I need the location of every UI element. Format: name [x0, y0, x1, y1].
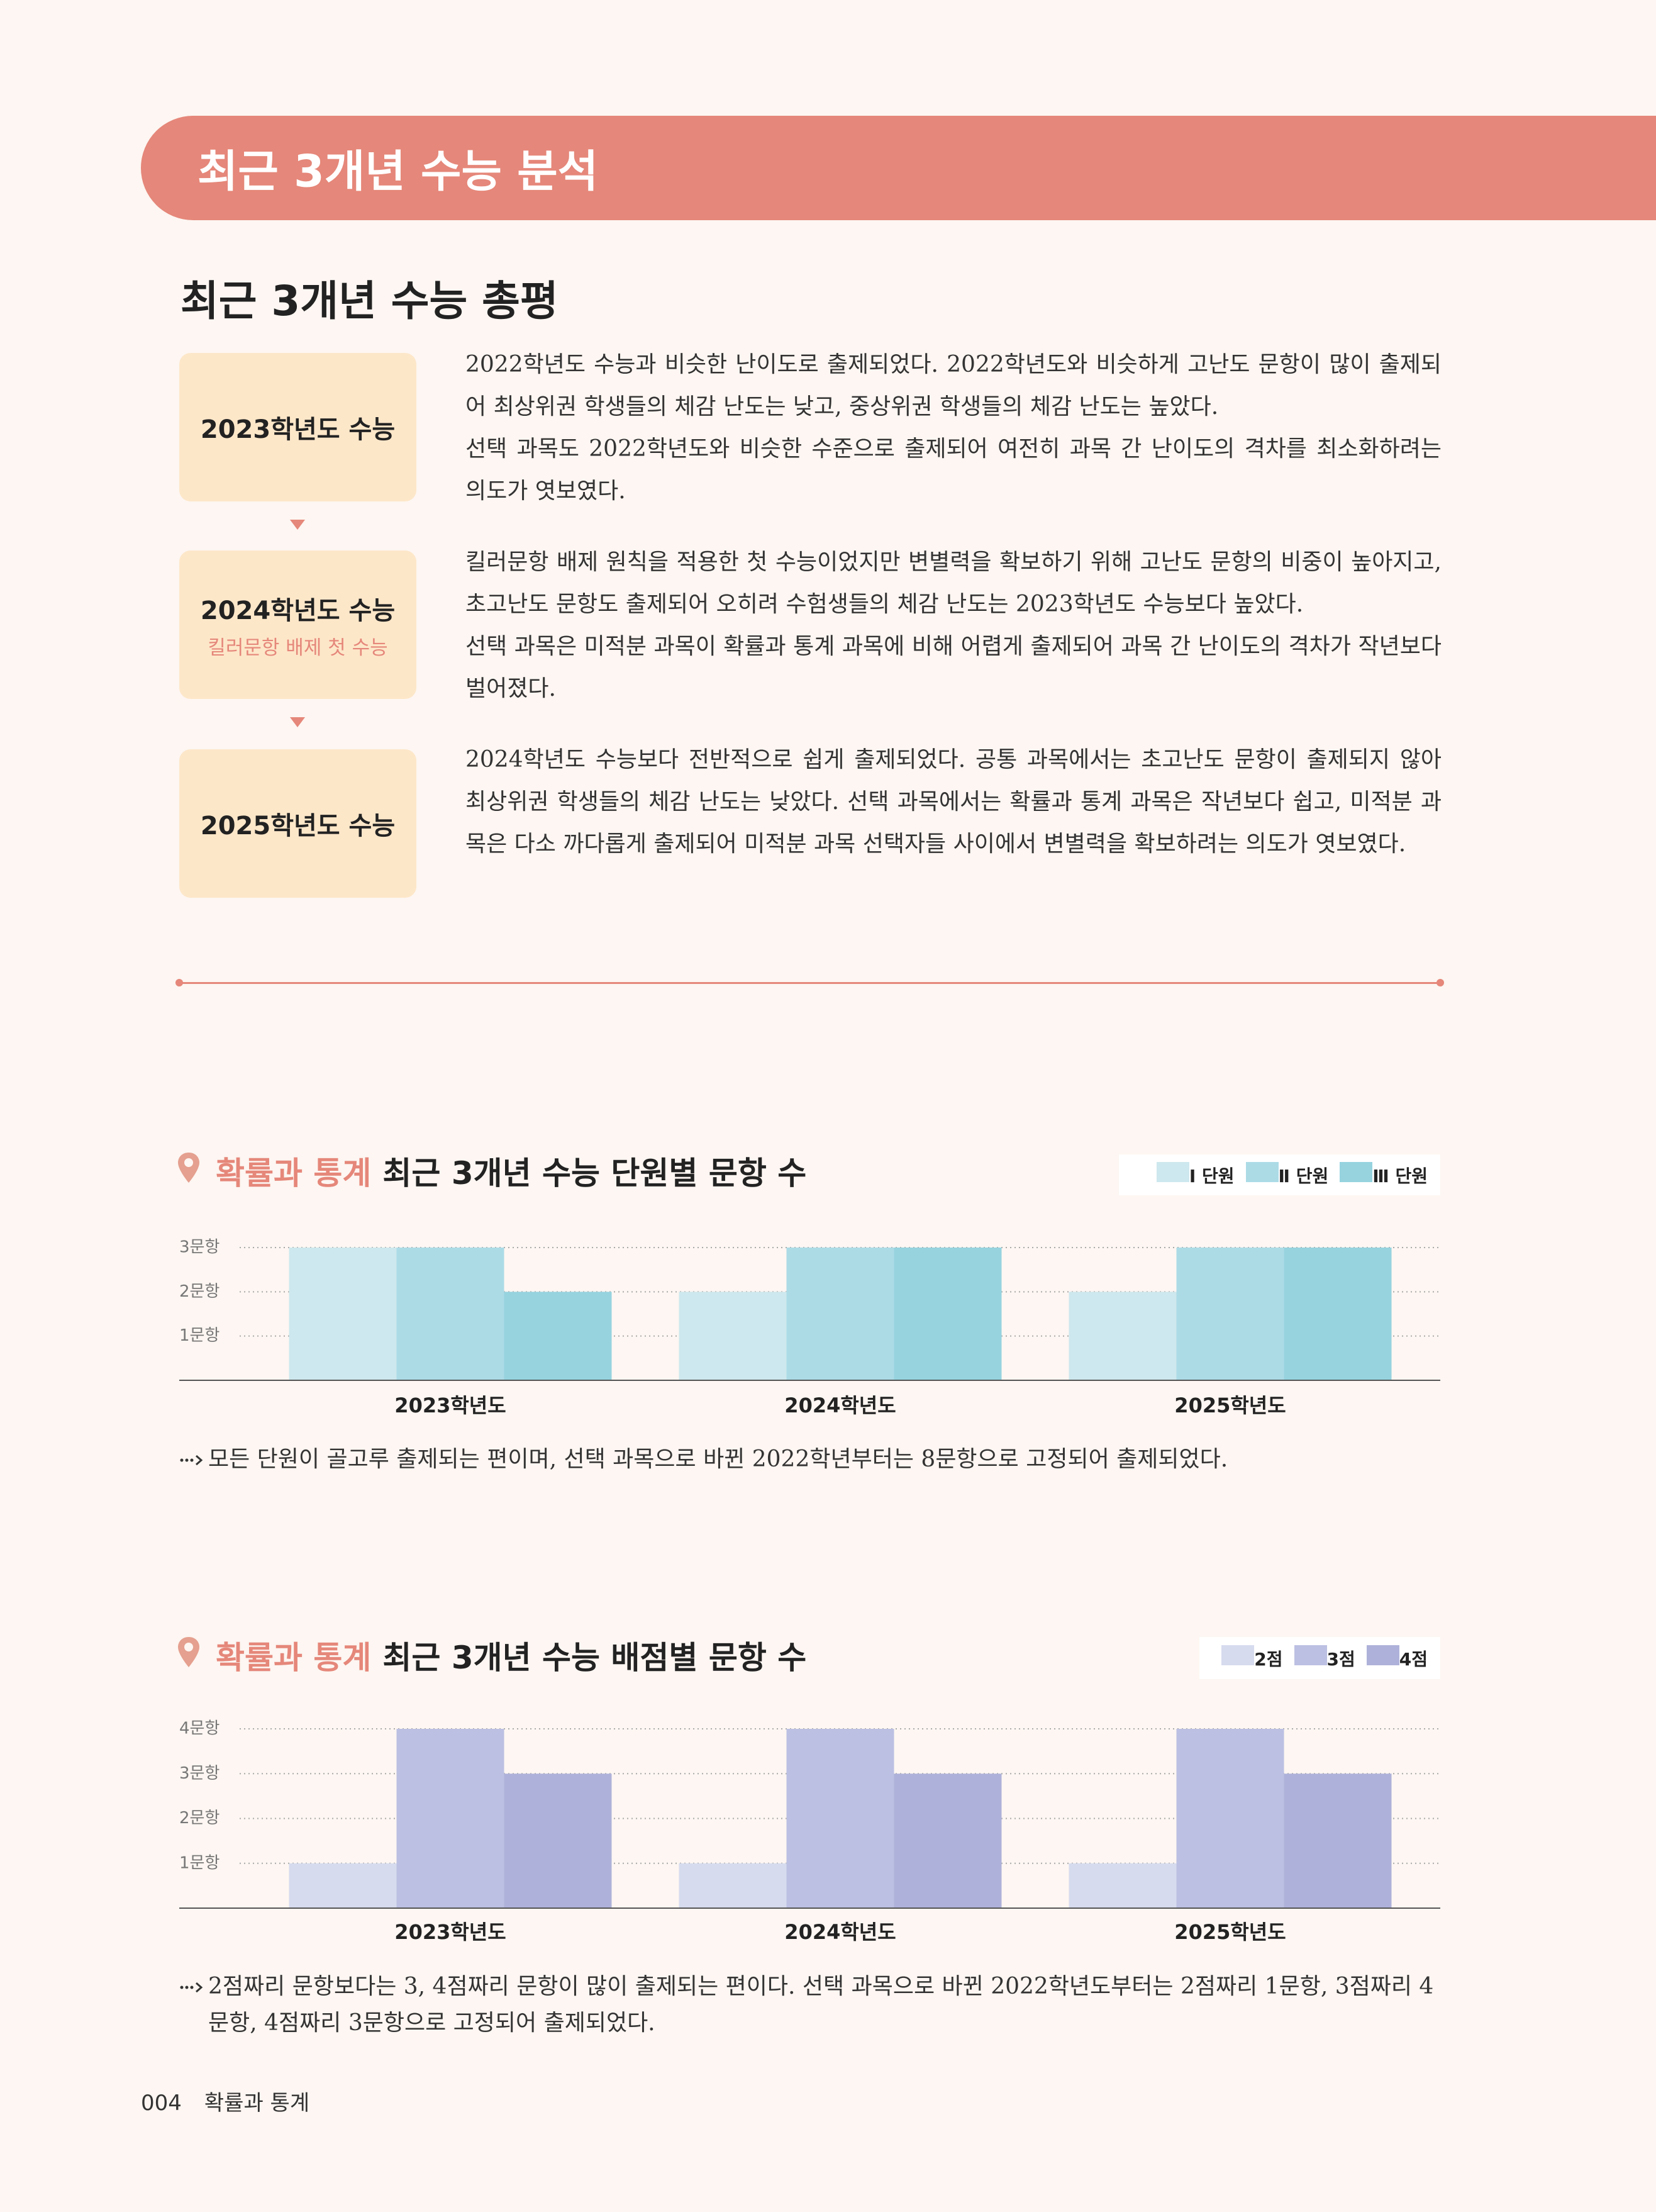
legend-item: 4점	[1366, 1645, 1428, 1671]
bar	[1069, 1292, 1177, 1380]
legend: 2점 3점 4점	[1199, 1637, 1440, 1679]
section-title: 최근 3개년 수능 총평	[181, 277, 558, 325]
note-icon	[180, 1982, 203, 1993]
x-tick-label: 2025학년도	[1174, 1394, 1286, 1417]
paragraph: 2024학년도 수능보다 전반적으로 쉽게 출제되었다. 공통 과목에서는 초고…	[465, 739, 1442, 865]
legend-item: 2점	[1221, 1645, 1283, 1671]
footer: 004 확률과 통계	[141, 2086, 309, 2116]
bar	[894, 1248, 1002, 1380]
x-tick-label: 2024학년도	[784, 1920, 896, 1944]
banner-title: 최근 3개년 수능 분석	[197, 145, 599, 198]
year-box: 2025학년도 수능	[179, 749, 416, 898]
x-tick-label: 2024학년도	[784, 1394, 896, 1417]
y-tick-label: 1문항	[179, 1326, 220, 1345]
bar	[786, 1729, 894, 1908]
chart-note: 2점짜리 문항보다는 3, 4점짜리 문항이 많이 출제되는 편이다. 선택 과…	[179, 1969, 1443, 2042]
legend-label: Ⅱ 단원	[1278, 1166, 1329, 1187]
legend-item: 3점	[1294, 1645, 1355, 1671]
bar	[679, 1863, 787, 1908]
paragraph: 2022학년도 수능과 비슷한 난이도로 출제되었다. 2022학년도와 비슷하…	[465, 344, 1442, 512]
note-text: 모든 단원이 골고루 출제되는 편이며, 선택 과목으로 바뀐 2022학년부터…	[208, 1446, 1228, 1472]
legend-swatch	[1245, 1162, 1279, 1182]
note-icon	[180, 1455, 203, 1466]
paragraph: 킬러문항 배제 원칙을 적용한 첫 수능이었지만 변별력을 확보하기 위해 고난…	[465, 541, 1442, 710]
arrow	[290, 520, 305, 530]
text: 선택 과목은 미적분 과목이 확률과 통계 과목에 비해 어렵게 출제되어 과목…	[465, 634, 1442, 701]
banner: 최근 3개년 수능 분석	[141, 116, 1656, 220]
legend-item: Ⅰ 단원	[1156, 1162, 1235, 1188]
legend-label: 2점	[1254, 1649, 1283, 1670]
y-tick-label: 2문항	[179, 1282, 220, 1301]
text: 선택 과목도 2022학년도와 비슷한 수준으로 출제되어 여전히 과목 간 난…	[465, 436, 1442, 504]
x-tick-label: 2023학년도	[394, 1394, 506, 1417]
chart: 1문항 2문항 3문항 2023학년도 2024학년도 2025학년도	[179, 1238, 1440, 1417]
divider	[179, 982, 1440, 984]
bar	[289, 1863, 397, 1908]
pin-icon	[178, 1637, 199, 1667]
year-label: 2025학년도 수능	[200, 812, 396, 841]
arrow	[290, 717, 305, 727]
bar	[786, 1248, 894, 1380]
divider-dot	[1436, 979, 1444, 986]
x-tick-label: 2023학년도	[394, 1920, 506, 1944]
legend-item: Ⅱ 단원	[1245, 1162, 1329, 1188]
chart-note: 모든 단원이 골고루 출제되는 편이며, 선택 과목으로 바뀐 2022학년부터…	[179, 1441, 1443, 1478]
year-label: 2023학년도 수능	[200, 415, 396, 444]
legend-label: Ⅰ 단원	[1189, 1166, 1235, 1187]
divider-dot	[175, 979, 183, 986]
bar	[1284, 1774, 1392, 1908]
title-highlight: 확률과 통계	[216, 1155, 372, 1192]
bar	[396, 1729, 504, 1908]
text: 킬러문항 배제 원칙을 적용한 첫 수능이었지만 변별력을 확보하기 위해 고난…	[465, 549, 1442, 617]
bar	[1284, 1248, 1392, 1380]
bar	[504, 1292, 612, 1380]
bar	[1069, 1863, 1177, 1908]
page-number: 004	[141, 2091, 182, 2116]
legend: Ⅰ 단원 Ⅱ 단원 Ⅲ 단원	[1119, 1154, 1440, 1195]
footer-label: 확률과 통계	[204, 2091, 310, 2116]
pin-icon	[178, 1153, 199, 1183]
legend-swatch	[1156, 1162, 1189, 1182]
title-text: 최근 3개년 수능 배점별 문항 수	[382, 1639, 807, 1676]
note-text: 2점짜리 문항보다는 3, 4점짜리 문항이 많이 출제되는 편이다. 선택 과…	[208, 1974, 1434, 2036]
legend-item: Ⅲ 단원	[1340, 1162, 1428, 1188]
bar	[1176, 1729, 1284, 1908]
legend-swatch	[1366, 1645, 1399, 1665]
bar	[894, 1774, 1002, 1908]
bar	[504, 1774, 612, 1908]
y-tick-label: 3문항	[179, 1764, 220, 1783]
year-sublabel: 킬러문항 배제 첫 수능	[208, 636, 388, 659]
text: 2022학년도 수능과 비슷한 난이도로 출제되었다. 2022학년도와 비슷하…	[465, 352, 1442, 420]
legend-swatch	[1294, 1645, 1327, 1665]
year-label: 2024학년도 수능	[200, 596, 396, 625]
y-tick-label: 3문항	[179, 1238, 220, 1257]
y-tick-label: 1문항	[179, 1853, 220, 1872]
legend-label: 4점	[1399, 1649, 1428, 1670]
legend-swatch	[1221, 1645, 1255, 1665]
title-text: 최근 3개년 수능 단원별 문항 수	[382, 1155, 807, 1192]
y-tick-label: 4문항	[179, 1719, 220, 1738]
chart: 1문항 2문항 3문항 4문항 2023학년도 2024학년도 2025학년도	[179, 1719, 1440, 1944]
text: 2024학년도 수능보다 전반적으로 쉽게 출제되었다. 공통 과목에서는 초고…	[465, 747, 1442, 857]
chart-title: 확률과 통계 최근 3개년 수능 배점별 문항 수	[216, 1633, 806, 1678]
bar	[396, 1248, 504, 1380]
y-tick-label: 2문항	[179, 1809, 220, 1828]
title-highlight: 확률과 통계	[216, 1639, 372, 1676]
bar	[289, 1248, 397, 1380]
legend-label: Ⅲ 단원	[1372, 1166, 1428, 1187]
legend-swatch	[1340, 1162, 1373, 1182]
legend-label: 3점	[1326, 1649, 1355, 1670]
chart-title: 확률과 통계 최근 3개년 수능 단원별 문항 수	[216, 1148, 806, 1193]
bar	[1176, 1248, 1284, 1380]
bar	[679, 1292, 787, 1380]
x-tick-label: 2025학년도	[1174, 1920, 1286, 1944]
year-box: 2023학년도 수능	[179, 353, 416, 501]
